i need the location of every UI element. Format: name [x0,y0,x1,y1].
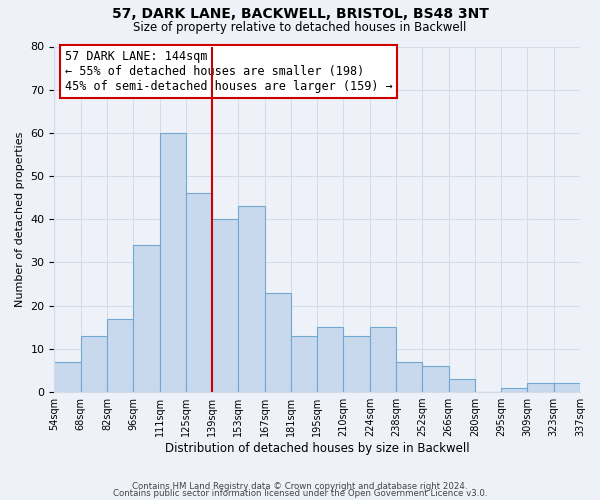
Y-axis label: Number of detached properties: Number of detached properties [15,132,25,307]
Bar [238,206,265,392]
Bar [291,336,317,392]
Text: 57 DARK LANE: 144sqm
← 55% of detached houses are smaller (198)
45% of semi-deta: 57 DARK LANE: 144sqm ← 55% of detached h… [65,50,392,93]
Text: Contains HM Land Registry data © Crown copyright and database right 2024.: Contains HM Land Registry data © Crown c… [132,482,468,491]
Bar [396,362,422,392]
Bar [186,194,212,392]
Bar [554,384,580,392]
Bar [133,245,160,392]
Bar [317,328,343,392]
Bar [449,379,475,392]
Bar [422,366,449,392]
Bar [343,336,370,392]
Bar [212,220,238,392]
Bar [160,133,186,392]
Bar [370,328,396,392]
Text: Size of property relative to detached houses in Backwell: Size of property relative to detached ho… [133,21,467,34]
Bar [55,362,80,392]
X-axis label: Distribution of detached houses by size in Backwell: Distribution of detached houses by size … [165,442,470,455]
Bar [501,388,527,392]
Text: 57, DARK LANE, BACKWELL, BRISTOL, BS48 3NT: 57, DARK LANE, BACKWELL, BRISTOL, BS48 3… [112,8,488,22]
Bar [107,318,133,392]
Text: Contains public sector information licensed under the Open Government Licence v3: Contains public sector information licen… [113,490,487,498]
Bar [527,384,554,392]
Bar [265,292,291,392]
Bar [80,336,107,392]
